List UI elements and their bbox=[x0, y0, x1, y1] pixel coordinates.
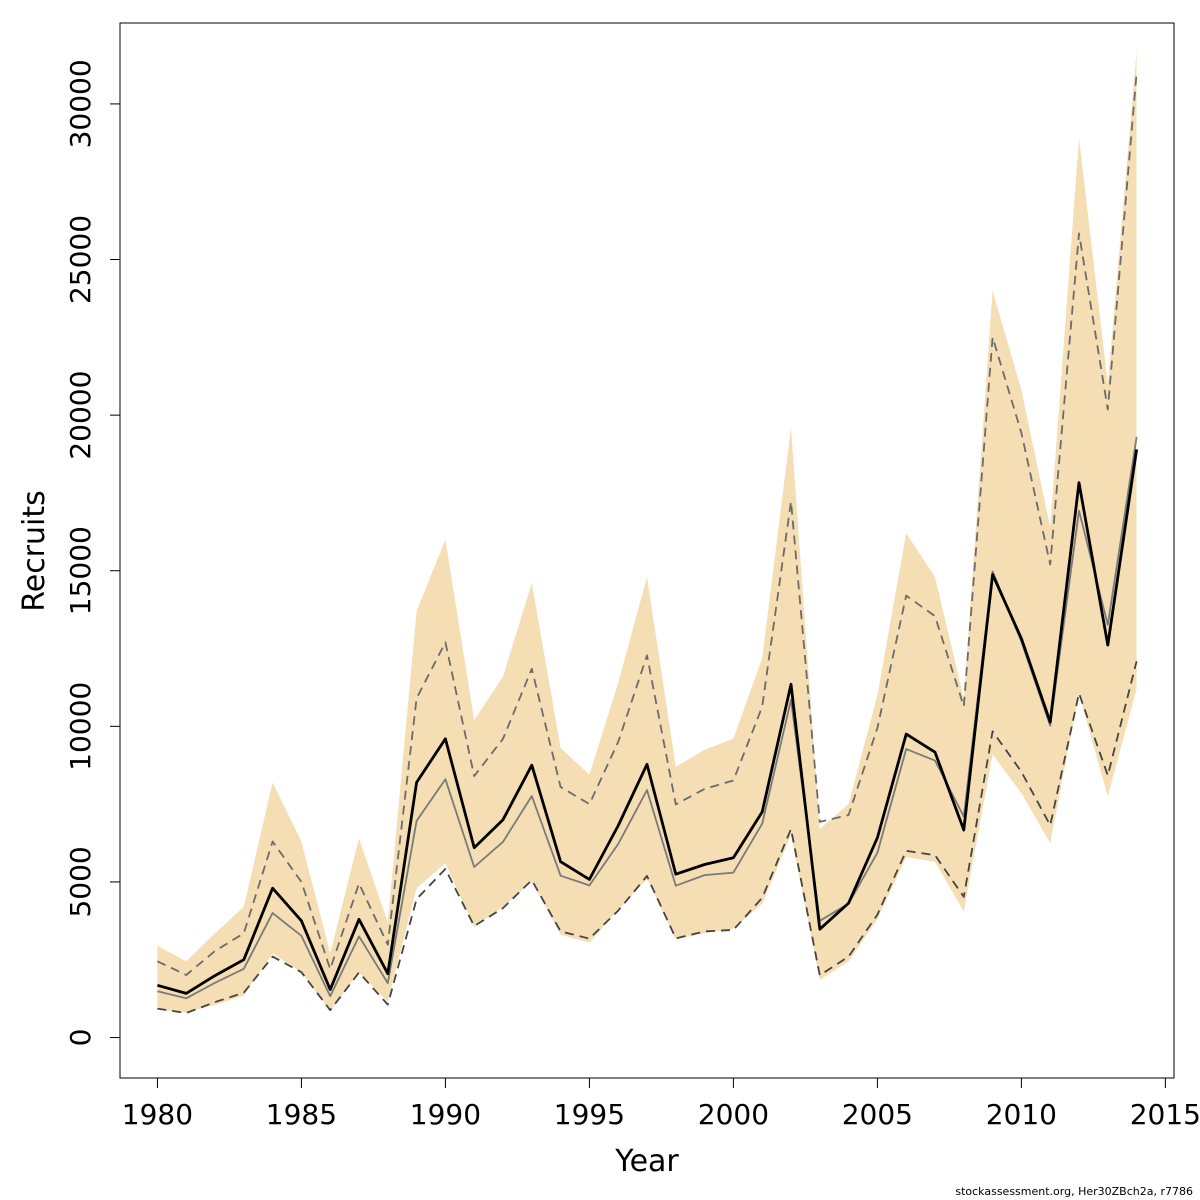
y-tick-label: 15000 bbox=[64, 526, 97, 615]
footer-credit: stockassessment.org, Her30ZBch2a, r7786 bbox=[955, 1185, 1193, 1198]
y-axis-title: Recruits bbox=[17, 490, 52, 612]
x-tick-label: 2000 bbox=[698, 1098, 769, 1131]
series-line-dashed-lower bbox=[157, 661, 1138, 1014]
x-tick-label: 2015 bbox=[1130, 1098, 1200, 1131]
x-tick-label: 2010 bbox=[986, 1098, 1057, 1131]
confidence-band bbox=[157, 51, 1137, 1013]
series-line-dashed-upper bbox=[157, 73, 1138, 976]
y-tick-label: 5000 bbox=[64, 846, 97, 917]
x-axis: 1980 1985 1990 1995 2000 2005 2010 2015 bbox=[122, 1077, 1200, 1131]
y-tick-label: 10000 bbox=[64, 682, 97, 771]
y-tick-label: 30000 bbox=[64, 59, 97, 148]
x-tick-label: 2005 bbox=[842, 1098, 913, 1131]
x-axis-title: Year bbox=[614, 1144, 679, 1179]
y-tick-label: 0 bbox=[64, 1029, 97, 1047]
series-line-thick-solid bbox=[157, 449, 1138, 995]
y-tick-label: 25000 bbox=[64, 215, 97, 304]
y-axis: 0 5000 10000 15000 20000 25000 30000 bbox=[64, 59, 121, 1047]
x-tick-label: 1990 bbox=[410, 1098, 481, 1131]
x-tick-label: 1980 bbox=[122, 1098, 193, 1131]
x-tick-label: 1985 bbox=[266, 1098, 337, 1131]
y-tick-label: 20000 bbox=[64, 371, 97, 460]
x-tick-label: 1995 bbox=[554, 1098, 625, 1131]
